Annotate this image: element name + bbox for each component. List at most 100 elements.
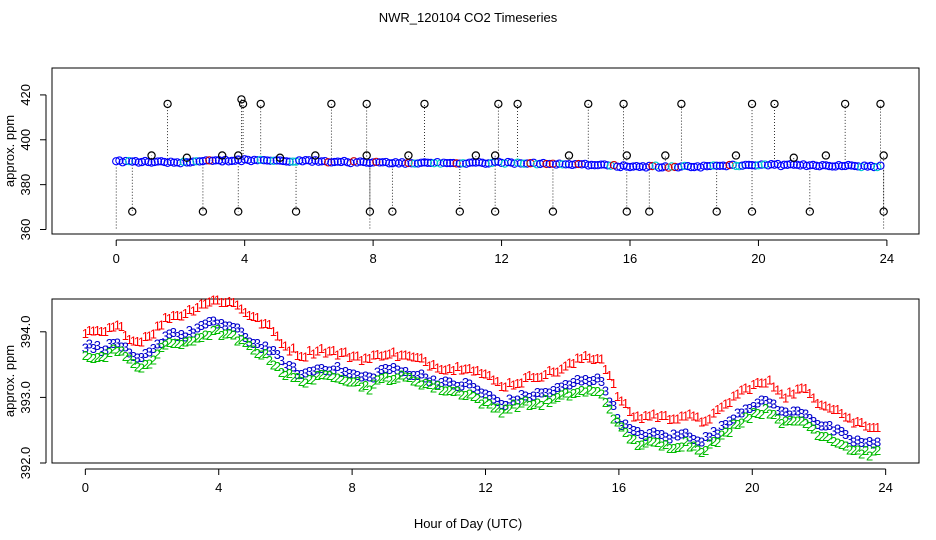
series-3-glyph: 3 <box>438 375 445 390</box>
series-1-glyph: 1 <box>382 348 389 363</box>
band-point <box>352 158 362 167</box>
band-point <box>699 161 709 170</box>
series-2-glyph: 2 <box>306 372 313 387</box>
outlier-point <box>182 153 192 162</box>
band-point <box>327 158 336 167</box>
band-point <box>568 160 577 170</box>
band-point <box>840 161 850 171</box>
series-2-glyph: 2 <box>286 366 293 381</box>
bottom-y-tick-label: 393.0 <box>18 381 33 414</box>
band-point <box>513 158 522 167</box>
series-2-glyph: 2 <box>758 407 765 422</box>
band-point <box>622 162 631 171</box>
outlier-point <box>821 151 831 160</box>
series-1-glyph: 1 <box>482 367 489 382</box>
series-2-glyph: 2 <box>426 377 433 392</box>
series-1-glyph: 1 <box>450 363 457 378</box>
series-1-glyph: 1 <box>542 367 549 382</box>
series-3-glyph: 3 <box>238 324 245 339</box>
series-2-glyph: 2 <box>762 401 769 416</box>
series-3-glyph: 3 <box>694 434 701 449</box>
series-3-glyph: 3 <box>302 365 309 380</box>
outlier-point <box>365 207 375 216</box>
series-3-glyph: 3 <box>434 377 441 392</box>
series-3-glyph: 3 <box>718 418 725 433</box>
bottom-x-tick-label: 0 <box>82 480 89 495</box>
series-1-glyph: 1 <box>642 408 649 423</box>
series-3-glyph: 3 <box>426 374 433 389</box>
series-1-glyph: 1 <box>650 407 657 422</box>
series-3-glyph: 3 <box>670 427 677 442</box>
series-2-glyph: 2 <box>782 414 789 429</box>
series-3-glyph: 3 <box>98 344 105 359</box>
series-2-glyph: 2 <box>458 388 465 403</box>
series-3-glyph: 3 <box>410 368 417 383</box>
outlier-point <box>388 207 397 216</box>
series-3-glyph: 3 <box>406 368 413 383</box>
series-1-glyph: 1 <box>490 373 497 388</box>
series-3-glyph: 3 <box>250 336 257 351</box>
series-1-glyph: 1 <box>222 295 229 310</box>
series-3-glyph: 3 <box>678 426 685 441</box>
band-point <box>205 156 214 165</box>
band-point <box>526 159 535 168</box>
series-3-glyph: 3 <box>414 368 421 383</box>
band-point <box>295 156 304 165</box>
series-1-glyph: 1 <box>234 297 241 312</box>
series-2-glyph: 2 <box>202 327 209 342</box>
top-x-tick-label: 16 <box>623 251 637 266</box>
series-2-glyph: 2 <box>806 419 813 434</box>
series-3-glyph: 3 <box>522 389 529 404</box>
series-2-glyph: 2 <box>90 351 97 366</box>
figure-title: NWR_120104 CO2 Timeseries <box>379 10 558 25</box>
series-2-glyph: 2 <box>818 429 825 444</box>
series-1-glyph: 1 <box>150 326 157 341</box>
series-3-glyph: 3 <box>622 417 629 432</box>
series-3-glyph: 3 <box>762 393 769 408</box>
band-point <box>420 158 429 167</box>
series-2-glyph: 2 <box>382 370 389 385</box>
outlier-point <box>645 207 654 216</box>
series-1-glyph: 1 <box>438 362 445 377</box>
series-2-glyph: 2 <box>454 383 461 398</box>
top-x-tick-label: 20 <box>751 251 765 266</box>
series-3-glyph: 3 <box>114 336 121 351</box>
series-2-glyph: 2 <box>810 421 817 436</box>
series-1-glyph: 1 <box>690 409 697 424</box>
series-2-glyph: 2 <box>330 370 337 385</box>
series-3-glyph: 3 <box>186 323 193 338</box>
outlier-point <box>362 99 371 109</box>
series-3-glyph: 3 <box>286 358 293 373</box>
outlier-point <box>362 151 371 160</box>
band-point <box>715 161 725 170</box>
series-1-glyph: 1 <box>422 354 429 369</box>
band-point <box>275 156 285 165</box>
series-2-glyph: 2 <box>250 343 257 358</box>
series-3-glyph: 3 <box>602 383 609 398</box>
series-3-glyph: 3 <box>298 367 305 382</box>
band-point <box>863 162 872 171</box>
series-2-glyph: 2 <box>366 383 373 398</box>
series-2-glyph: 2 <box>230 328 237 343</box>
series-2-glyph: 2 <box>358 379 365 394</box>
band-point <box>259 156 269 165</box>
series-3-glyph: 3 <box>550 383 557 398</box>
outlier-point <box>404 151 413 160</box>
series-3-glyph: 3 <box>330 363 337 378</box>
series-1-glyph: 1 <box>146 328 153 343</box>
series-1-glyph: 1 <box>302 350 309 365</box>
series-2-glyph: 2 <box>118 343 125 358</box>
band-point <box>266 156 275 165</box>
series-3-glyph: 3 <box>814 417 821 432</box>
series-3-glyph: 3 <box>94 338 101 353</box>
series-1-glyph: 1 <box>330 343 337 358</box>
series-2-glyph: 2 <box>254 346 261 361</box>
series-1-glyph: 1 <box>810 391 817 406</box>
series-2-glyph: 2 <box>658 438 665 453</box>
series-3-glyph: 3 <box>658 427 665 442</box>
series-1-glyph: 1 <box>654 410 661 425</box>
series-3-glyph: 3 <box>318 361 325 376</box>
series-1-glyph: 1 <box>862 418 869 433</box>
series-1-glyph: 1 <box>118 319 125 334</box>
